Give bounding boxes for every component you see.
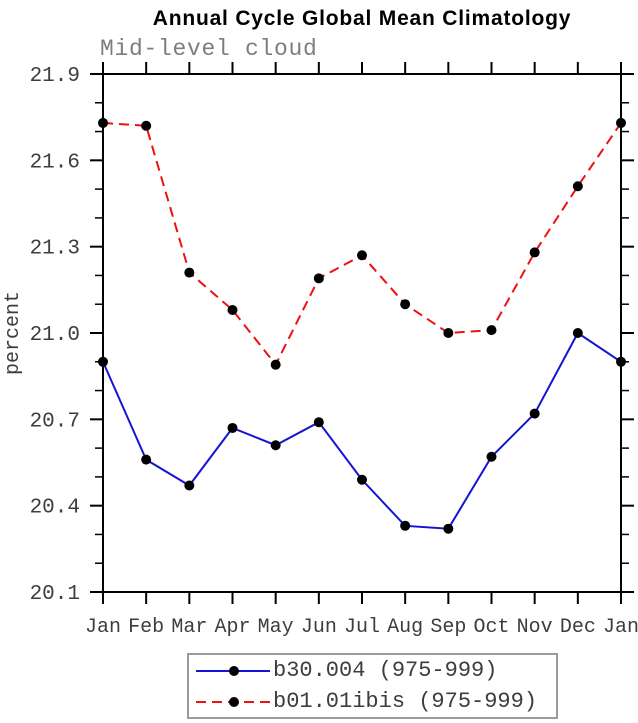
data-point-marker (357, 250, 367, 261)
data-point-marker (486, 451, 497, 462)
data-point-marker (486, 325, 497, 336)
x-axis-tick-label: Mar (171, 616, 207, 639)
data-point-marker (313, 273, 324, 284)
data-point-marker (270, 359, 281, 370)
y-axis-title: percent (2, 291, 25, 375)
y-axis-tick-label: 21.9 (30, 65, 80, 88)
x-axis-tick-label: Dec (560, 616, 596, 639)
data-point-marker (400, 520, 411, 531)
chart-title: Annual Cycle Global Mean Climatology (152, 7, 572, 30)
data-point-marker (270, 440, 281, 451)
x-axis-tick-label: Jan (85, 616, 121, 639)
x-axis-tick-label: Apr (214, 616, 250, 639)
data-point-marker (141, 120, 152, 131)
legend-label-b30-004: b30.004 (975-999) (273, 657, 498, 683)
legend: b30.004 (975-999) b01.01ibis (975-999) (187, 653, 558, 719)
data-point-marker (529, 247, 540, 258)
x-axis-tick-label: Jul (344, 616, 380, 639)
data-point-marker (443, 523, 454, 534)
data-point-marker (616, 117, 626, 128)
data-point-marker (443, 328, 454, 338)
y-axis-tick-label: 20.4 (30, 497, 80, 520)
y-axis-tick-label: 20.7 (30, 410, 80, 433)
x-axis-tick-label: Sep (430, 616, 466, 639)
data-point-marker (98, 117, 108, 128)
x-axis-tick-label: Oct (473, 616, 509, 639)
y-axis-tick-label: 21.3 (30, 238, 80, 261)
legend-label-b01-01ibis: b01.01ibis (975-999) (273, 688, 538, 714)
data-point-marker (184, 480, 195, 491)
chart-subtitle: Mid-level cloud (100, 36, 318, 62)
x-axis-tick-label: Jan (603, 616, 638, 639)
x-axis-tick-label: Feb (128, 616, 164, 639)
legend-marker-icon (229, 665, 239, 676)
data-point-marker (98, 356, 108, 367)
data-point-marker (227, 422, 238, 433)
data-point-marker (357, 474, 367, 485)
legend-marker-icon (229, 696, 239, 707)
data-point-marker (227, 304, 238, 315)
data-point-marker (529, 408, 540, 419)
y-axis-tick-label: 21.0 (30, 324, 80, 347)
data-point-marker (184, 267, 195, 278)
series-line-1 (102, 121, 622, 367)
data-point-marker (572, 328, 583, 338)
legend-item-b01-01ibis: b01.01ibis (975-999) (193, 686, 556, 717)
x-axis-tick-label: May (258, 616, 294, 639)
data-point-marker (141, 454, 152, 465)
data-point-marker (616, 356, 626, 367)
x-axis-tick-label: Nov (517, 616, 553, 639)
x-axis-tick-label: Aug (387, 616, 423, 639)
data-point-marker (400, 299, 411, 310)
plot-frame (102, 73, 622, 593)
legend-item-b30-004: b30.004 (975-999) (193, 655, 556, 686)
series-line-0 (102, 331, 622, 530)
legend-line-sample-dashed (196, 696, 270, 707)
data-point-marker (313, 417, 324, 428)
y-axis-tick-label: 21.6 (30, 151, 80, 174)
legend-line-sample-solid (196, 665, 270, 676)
x-axis-tick-label: Jun (301, 616, 337, 639)
data-point-marker (572, 181, 583, 192)
y-axis-tick-label: 20.1 (30, 583, 80, 606)
